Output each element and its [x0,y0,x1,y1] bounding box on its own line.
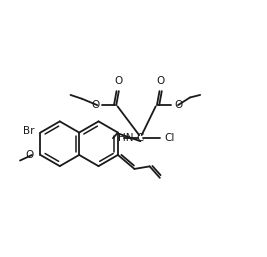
Text: O: O [115,76,123,86]
Text: C: C [137,133,144,143]
Text: O: O [92,100,100,110]
Text: Cl: Cl [164,133,175,143]
Text: O: O [26,150,34,160]
Text: Br: Br [22,126,34,136]
Text: HN: HN [117,133,133,143]
Text: O: O [157,76,165,86]
Text: O: O [175,100,183,110]
